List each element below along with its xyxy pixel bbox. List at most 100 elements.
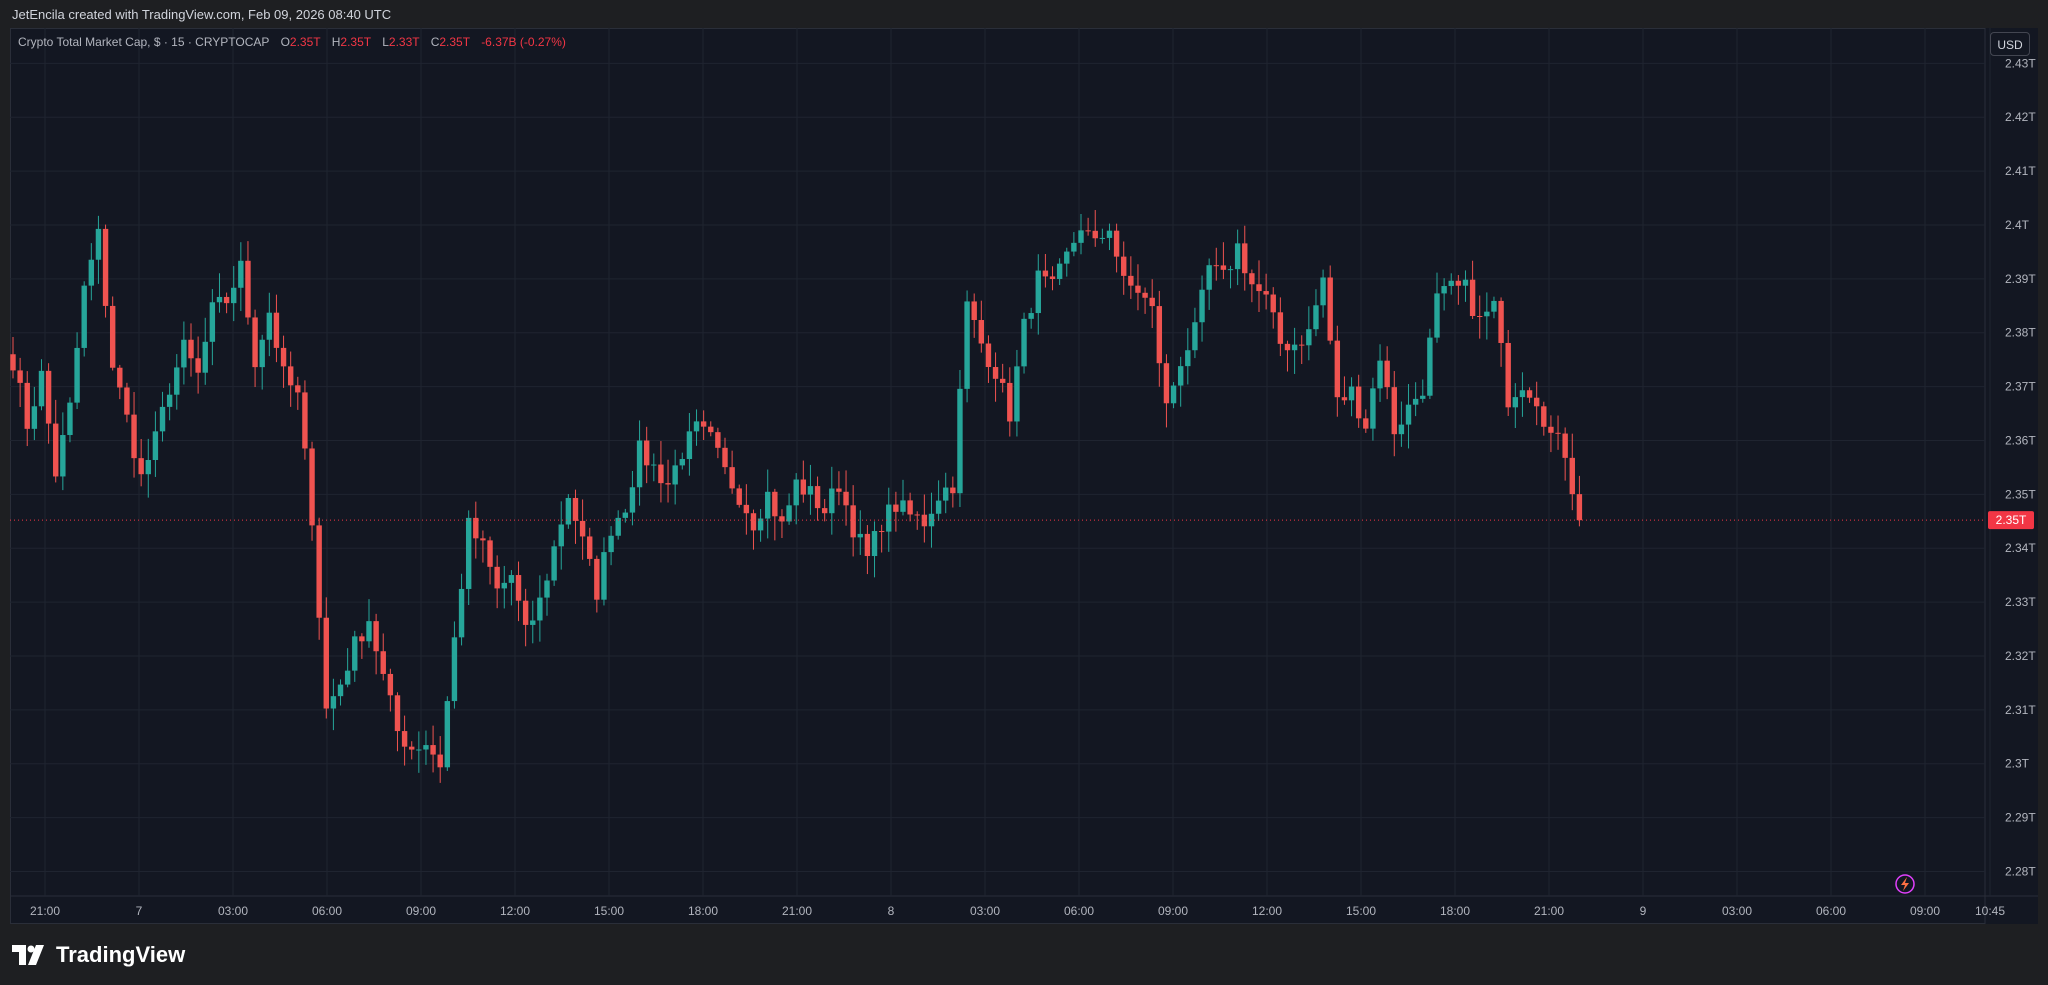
- candle-body: [793, 479, 799, 506]
- y-tick-label: 2.37T: [2005, 380, 2036, 394]
- candle-body: [1277, 312, 1284, 344]
- candle-body: [544, 580, 550, 598]
- candle-body: [159, 406, 166, 432]
- candle-body: [1206, 265, 1212, 290]
- candle-body: [651, 464, 657, 466]
- candle-body: [1491, 300, 1497, 312]
- candle-body: [587, 536, 593, 559]
- candle-body: [166, 394, 173, 407]
- candle-body: [316, 525, 322, 618]
- x-tick-label: 06:00: [312, 904, 342, 918]
- candle-body: [1412, 398, 1419, 405]
- candle-body: [914, 514, 920, 516]
- top-attribution-bar: JetEncila created with TradingView.com, …: [0, 0, 2048, 28]
- candle-body: [729, 467, 735, 489]
- candle-body: [1064, 251, 1070, 264]
- currency-button[interactable]: USD: [1990, 32, 2030, 56]
- candle-body: [1106, 230, 1113, 238]
- candle-body: [67, 402, 73, 436]
- candle-body: [1092, 230, 1098, 239]
- symbol-name: Crypto Total Market Cap, $ · 15 · CRYPTO…: [18, 35, 270, 49]
- candle-body: [487, 540, 493, 567]
- candle-body: [1505, 342, 1511, 408]
- x-tick-label: 21:00: [30, 904, 60, 918]
- candle-body: [430, 745, 436, 755]
- candle-body: [686, 431, 693, 460]
- candle-body: [921, 514, 928, 527]
- candle-body: [1405, 404, 1412, 425]
- candle-body: [1042, 270, 1049, 277]
- candle-body: [850, 505, 856, 538]
- candle-body: [999, 378, 1006, 383]
- candle-body: [871, 531, 878, 557]
- candle-body: [1498, 300, 1504, 343]
- candle-body: [943, 487, 949, 501]
- candle-body: [743, 504, 750, 514]
- x-tick-label: 12:00: [1252, 904, 1282, 918]
- x-tick-label: 21:00: [1534, 904, 1564, 918]
- candle-body: [31, 406, 38, 429]
- candle-body: [1569, 457, 1575, 495]
- candle-body: [102, 228, 109, 306]
- x-tick-label: 8: [888, 904, 895, 918]
- candlestick-chart[interactable]: 2.28T 2.29T 2.3T 2.31T 2.32T 2.33T 2.34T 2.35T 2…: [10, 28, 2038, 924]
- candle-body: [878, 531, 885, 533]
- high-label: H: [331, 35, 341, 49]
- candle-body: [829, 488, 835, 514]
- tradingview-logo[interactable]: TradingView: [12, 942, 185, 968]
- x-tick-label: 15:00: [594, 904, 624, 918]
- candle-body: [245, 260, 251, 318]
- chart-frame: [10, 28, 2038, 924]
- candle-body: [1021, 318, 1027, 367]
- candle-body: [409, 746, 415, 750]
- x-tick-label: 21:00: [782, 904, 812, 918]
- candle-body: [1306, 329, 1312, 346]
- x-tick-label: 7: [136, 904, 143, 918]
- candle-body: [437, 754, 443, 768]
- candle-body: [1227, 269, 1234, 271]
- candle-body: [423, 745, 429, 750]
- candle-body: [665, 483, 671, 485]
- change-value: -6.37B (-0.27%): [481, 35, 566, 49]
- candle-body: [394, 695, 401, 732]
- candle-body: [60, 435, 66, 477]
- last-price-label: 2.35T: [1996, 513, 2027, 527]
- candle-body: [693, 421, 700, 432]
- candle-body: [465, 517, 472, 589]
- candle-body: [209, 302, 216, 342]
- candle-body: [1142, 292, 1148, 298]
- candle-body: [1177, 366, 1184, 386]
- candle-body: [1363, 418, 1369, 429]
- attribution-text: JetEncila created with TradingView.com, …: [12, 7, 392, 22]
- candle-body: [366, 621, 372, 642]
- candle-body: [772, 491, 778, 517]
- candle-body: [821, 508, 828, 514]
- candle-body: [223, 296, 230, 304]
- candle-body: [109, 305, 116, 368]
- candle-body: [1398, 424, 1405, 435]
- candle-body: [252, 317, 258, 368]
- candle-body: [38, 370, 45, 407]
- candle-body: [1071, 242, 1077, 252]
- candle-body: [295, 385, 301, 393]
- y-tick-label: 2.4T: [2005, 218, 2030, 232]
- candle-body: [1526, 390, 1533, 398]
- candle-body: [1128, 275, 1134, 286]
- candle-body: [551, 546, 557, 581]
- y-tick-label: 2.39T: [2005, 272, 2036, 286]
- candle-body: [750, 513, 757, 531]
- candle-body: [1156, 306, 1163, 364]
- candle-body: [1469, 279, 1476, 316]
- lightning-icon[interactable]: [1895, 874, 1915, 894]
- candle-body: [1434, 293, 1440, 338]
- candle-body: [708, 426, 714, 433]
- candle-body: [1334, 340, 1341, 398]
- candle-body: [231, 287, 237, 304]
- candle-body: [935, 500, 942, 514]
- candle-body: [181, 339, 187, 368]
- candle-body: [1185, 350, 1191, 367]
- candle-body: [1263, 291, 1269, 295]
- candle-body: [152, 431, 159, 460]
- candle-body: [836, 488, 842, 492]
- candle-body: [950, 487, 956, 494]
